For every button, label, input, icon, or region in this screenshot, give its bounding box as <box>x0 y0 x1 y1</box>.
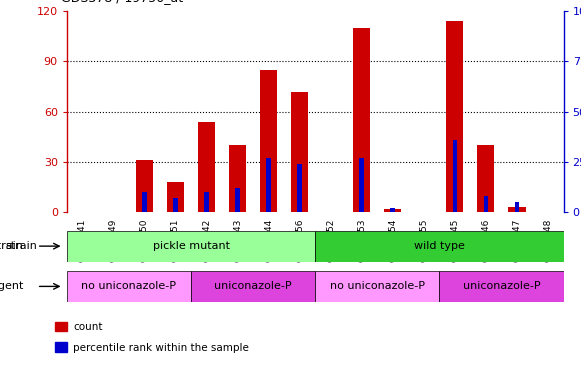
Bar <box>315 231 564 262</box>
Text: pickle mutant: pickle mutant <box>152 241 229 251</box>
Bar <box>167 182 184 212</box>
Text: strain: strain <box>6 241 38 251</box>
Bar <box>67 271 191 302</box>
Bar <box>191 271 315 302</box>
Bar <box>55 343 67 352</box>
Text: uniconazole-P: uniconazole-P <box>214 281 292 291</box>
Text: percentile rank within the sample: percentile rank within the sample <box>73 343 249 353</box>
Bar <box>67 231 315 262</box>
Text: agent: agent <box>0 281 23 291</box>
Bar <box>55 322 67 332</box>
Bar <box>483 196 488 212</box>
Bar <box>266 158 271 212</box>
Text: no uniconazole-P: no uniconazole-P <box>81 281 177 291</box>
Bar <box>515 202 519 212</box>
Text: count: count <box>73 322 103 332</box>
Bar <box>390 208 395 212</box>
Bar <box>198 122 215 212</box>
Bar <box>229 145 246 212</box>
Bar <box>353 28 370 212</box>
Bar <box>360 158 364 212</box>
Bar <box>478 145 494 212</box>
Bar <box>142 192 147 212</box>
Text: no uniconazole-P: no uniconazole-P <box>330 281 425 291</box>
Bar <box>204 192 209 212</box>
Bar <box>439 271 564 302</box>
Bar <box>136 160 153 212</box>
Bar <box>291 92 308 212</box>
Text: wild type: wild type <box>414 241 465 251</box>
Bar <box>446 21 464 212</box>
Bar <box>297 164 302 212</box>
Text: GDS378 / 19750_at: GDS378 / 19750_at <box>61 0 183 4</box>
Bar <box>453 140 457 212</box>
Bar <box>384 209 401 212</box>
Bar <box>260 70 277 212</box>
Bar <box>173 198 178 212</box>
Bar <box>508 207 526 212</box>
Text: uniconazole-P: uniconazole-P <box>462 281 540 291</box>
Text: strain: strain <box>0 241 23 251</box>
Bar <box>315 271 439 302</box>
Bar <box>235 188 240 212</box>
